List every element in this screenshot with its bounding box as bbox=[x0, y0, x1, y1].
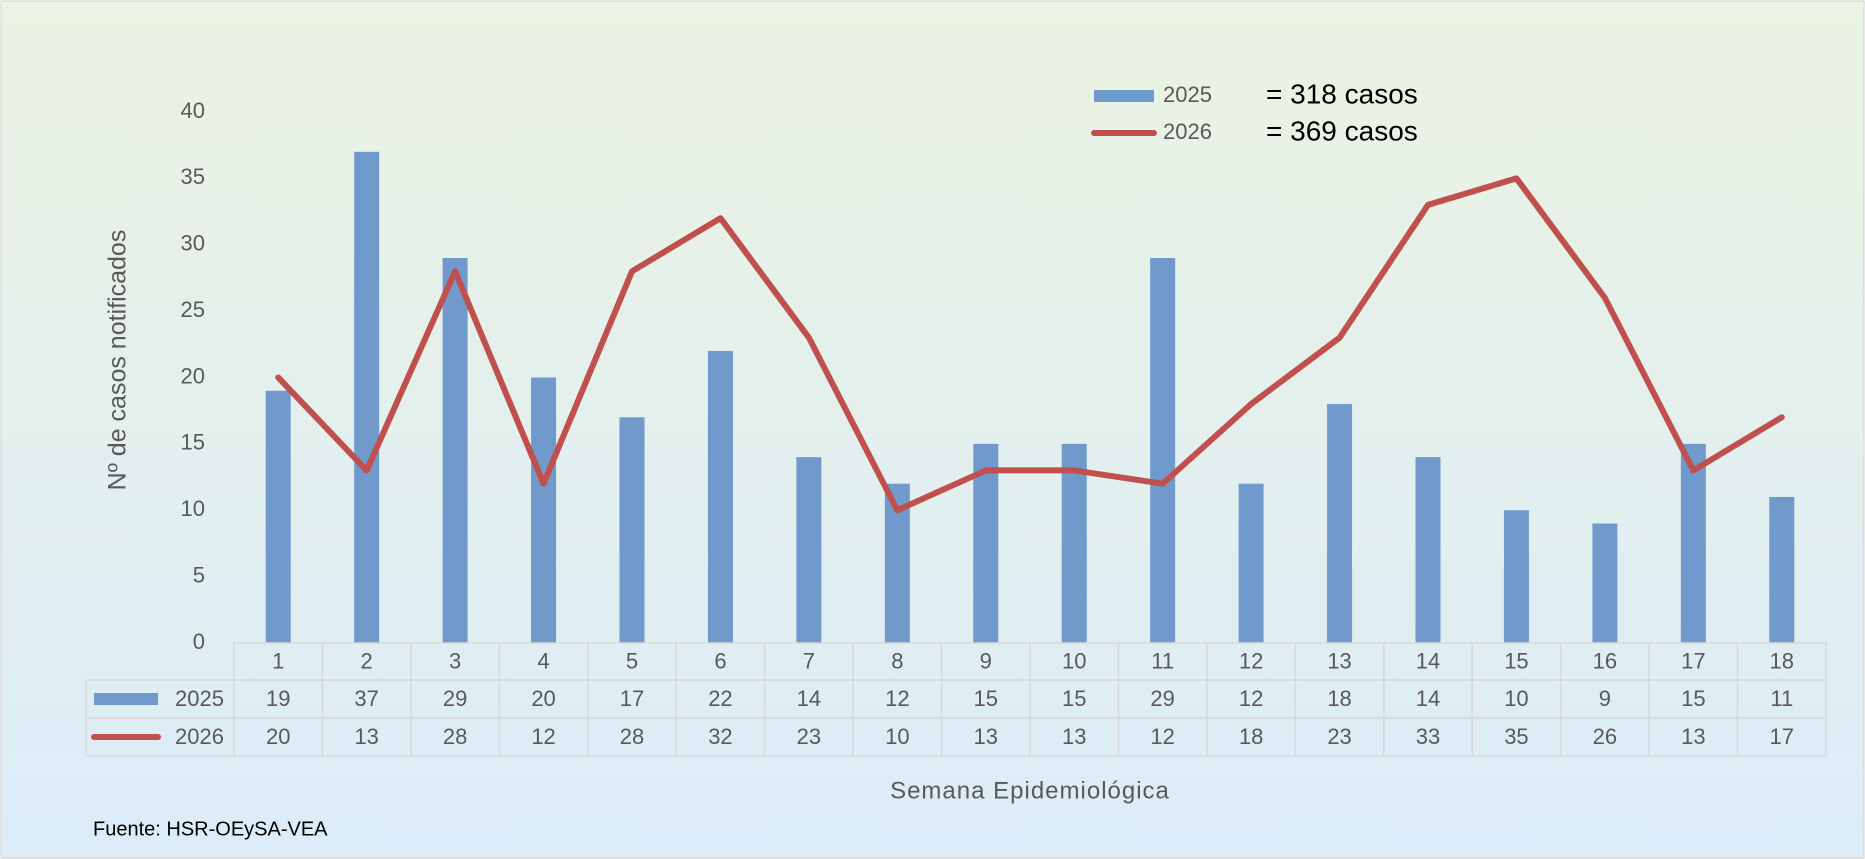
data-label: 20 bbox=[531, 686, 555, 711]
data-label: 23 bbox=[1327, 724, 1351, 749]
table-row-label: 2026 bbox=[175, 724, 224, 749]
data-label: 11 bbox=[1770, 686, 1793, 711]
data-label: 13 bbox=[1681, 724, 1705, 749]
data-label: 12 bbox=[885, 686, 909, 711]
y-tick-label: 0 bbox=[193, 629, 205, 654]
data-label: 23 bbox=[797, 724, 821, 749]
bar bbox=[707, 350, 733, 643]
y-tick-label: 10 bbox=[181, 496, 205, 521]
y-tick-label: 30 bbox=[181, 231, 205, 256]
x-tick-label: 15 bbox=[1504, 648, 1528, 673]
legend-label: 2026 bbox=[1163, 119, 1212, 144]
x-tick-label: 7 bbox=[803, 648, 815, 673]
x-axis-label: Semana Epidemiológica bbox=[890, 777, 1170, 804]
legend-swatch bbox=[94, 693, 158, 705]
x-tick-label: 1 bbox=[272, 648, 284, 673]
y-tick-label: 35 bbox=[181, 164, 205, 189]
bar bbox=[442, 258, 468, 643]
data-label: 13 bbox=[354, 724, 378, 749]
data-label: 19 bbox=[266, 686, 290, 711]
y-tick-label: 5 bbox=[193, 562, 205, 587]
x-tick-label: 10 bbox=[1062, 648, 1086, 673]
data-label: 12 bbox=[531, 724, 555, 749]
bar bbox=[1238, 483, 1264, 643]
data-label: 22 bbox=[708, 686, 732, 711]
x-tick-label: 17 bbox=[1681, 648, 1705, 673]
bar bbox=[531, 377, 557, 643]
x-tick-label: 18 bbox=[1770, 648, 1794, 673]
data-label: 10 bbox=[1504, 686, 1528, 711]
x-tick-label: 12 bbox=[1239, 648, 1263, 673]
bar bbox=[265, 390, 291, 643]
legend-label: 2025 bbox=[1163, 82, 1212, 107]
data-label: 28 bbox=[620, 724, 644, 749]
bar bbox=[1061, 443, 1087, 643]
data-label: 12 bbox=[1239, 686, 1263, 711]
data-label: 33 bbox=[1416, 724, 1440, 749]
data-label: 20 bbox=[266, 724, 290, 749]
bar bbox=[1680, 443, 1706, 643]
data-label: 26 bbox=[1593, 724, 1617, 749]
data-label: 18 bbox=[1239, 724, 1263, 749]
x-tick-label: 8 bbox=[891, 648, 903, 673]
x-tick-label: 13 bbox=[1327, 648, 1351, 673]
data-label: 15 bbox=[1062, 686, 1086, 711]
data-label: 29 bbox=[443, 686, 467, 711]
x-tick-label: 2 bbox=[361, 648, 373, 673]
data-label: 10 bbox=[885, 724, 909, 749]
y-tick-label: 15 bbox=[181, 430, 205, 455]
data-label: 13 bbox=[1062, 724, 1086, 749]
x-tick-label: 9 bbox=[980, 648, 992, 673]
data-label: 32 bbox=[708, 724, 732, 749]
data-label: 28 bbox=[443, 724, 467, 749]
x-tick-label: 14 bbox=[1416, 648, 1440, 673]
x-tick-label: 4 bbox=[537, 648, 549, 673]
bar bbox=[1592, 523, 1618, 643]
bar bbox=[619, 417, 645, 643]
y-tick-label: 25 bbox=[181, 297, 205, 322]
data-label: 37 bbox=[354, 686, 378, 711]
bar bbox=[354, 151, 380, 643]
data-label: 13 bbox=[974, 724, 998, 749]
legend-swatch bbox=[1094, 90, 1154, 102]
x-tick-label: 11 bbox=[1151, 648, 1174, 673]
x-tick-label: 16 bbox=[1593, 648, 1617, 673]
data-label: 15 bbox=[1681, 686, 1705, 711]
x-tick-label: 6 bbox=[714, 648, 726, 673]
data-label: 17 bbox=[620, 686, 644, 711]
x-tick-label: 3 bbox=[449, 648, 461, 673]
y-tick-label: 40 bbox=[181, 98, 205, 123]
line bbox=[275, 175, 1785, 514]
table-cell bbox=[85, 717, 235, 757]
bar bbox=[796, 457, 822, 643]
data-label: 18 bbox=[1327, 686, 1351, 711]
data-label: 14 bbox=[1416, 686, 1440, 711]
table-row-label: 2025 bbox=[175, 686, 224, 711]
table-cell bbox=[1736, 717, 1827, 757]
data-label: 35 bbox=[1504, 724, 1528, 749]
data-label: 15 bbox=[974, 686, 998, 711]
data-label: 12 bbox=[1150, 724, 1174, 749]
data-label: 29 bbox=[1150, 686, 1174, 711]
source: Fuente: HSR-OEySA-VEA bbox=[93, 818, 328, 840]
bar bbox=[1150, 258, 1176, 643]
y-tick-label: 20 bbox=[181, 363, 205, 388]
x-tick-label: 5 bbox=[626, 648, 638, 673]
data-label: 9 bbox=[1599, 686, 1611, 711]
data-label: 17 bbox=[1770, 724, 1794, 749]
y-axis-label: Nº de casos notificados bbox=[104, 230, 132, 491]
bar bbox=[1503, 510, 1529, 643]
bar bbox=[1769, 496, 1795, 643]
legend-total: = 318 casos bbox=[1266, 78, 1418, 109]
bar bbox=[1415, 457, 1441, 643]
bar bbox=[1327, 404, 1353, 643]
data-label: 14 bbox=[797, 686, 821, 711]
legend-total: = 369 casos bbox=[1266, 115, 1418, 146]
